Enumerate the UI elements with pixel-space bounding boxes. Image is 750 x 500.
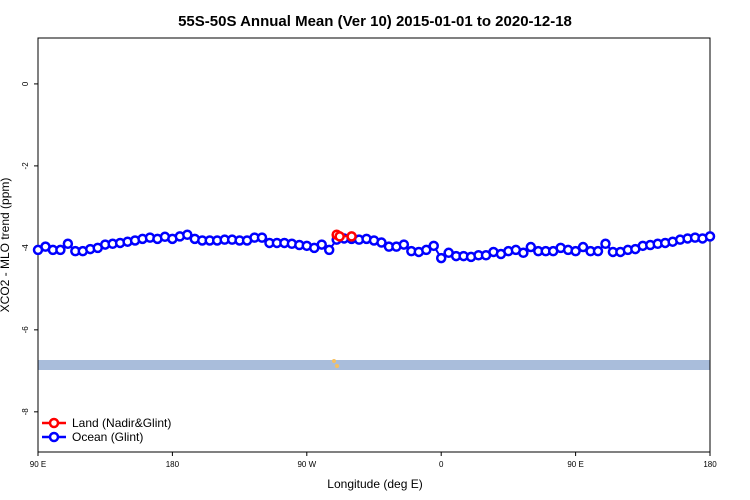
chart-title: 55S-50S Annual Mean (Ver 10) 2015-01-01 … xyxy=(178,13,572,30)
data-point xyxy=(570,245,581,257)
data-point xyxy=(577,241,589,253)
land-mask-band xyxy=(38,360,710,370)
data-point xyxy=(600,238,611,250)
data-point xyxy=(376,237,387,248)
x-tick-label: 90 E xyxy=(567,460,583,469)
legend-marker xyxy=(48,431,60,443)
y-tick-label: -2 xyxy=(21,162,30,170)
x-axis-label: Longitude (deg E) xyxy=(327,477,422,491)
legend xyxy=(40,410,190,446)
legend-label: Ocean (Glint) xyxy=(72,430,143,444)
data-point xyxy=(435,252,447,264)
data-point xyxy=(55,244,66,256)
data-point xyxy=(316,239,327,250)
data-point xyxy=(182,229,193,241)
x-tick-label: 180 xyxy=(703,460,717,469)
data-point xyxy=(428,240,439,252)
data-point xyxy=(346,231,357,242)
legend-marker xyxy=(48,417,60,429)
data-point xyxy=(398,239,410,250)
data-point xyxy=(704,231,716,242)
land-speck xyxy=(332,359,336,363)
data-point xyxy=(525,241,537,253)
x-tick-label: 0 xyxy=(439,460,444,469)
y-tick-label: -4 xyxy=(21,244,30,252)
legend-label: Land (Nadir&Glint) xyxy=(72,416,171,430)
data-point xyxy=(62,238,74,250)
y-tick-label: 0 xyxy=(21,81,30,86)
x-tick-label: 90 E xyxy=(30,460,46,469)
x-tick-label: 180 xyxy=(166,460,180,469)
data-point xyxy=(518,247,529,259)
data-point xyxy=(256,232,268,243)
data-point xyxy=(334,231,345,242)
land-speck xyxy=(335,364,339,368)
y-tick-label: -6 xyxy=(21,326,30,334)
y-tick-label: -8 xyxy=(21,408,30,416)
y-axis-label: XCO2 - MLO trend (ppm) xyxy=(0,178,12,313)
x-tick-label: 90 W xyxy=(297,460,316,469)
data-point xyxy=(323,244,335,256)
data-point xyxy=(592,245,604,257)
data-point xyxy=(421,244,432,256)
